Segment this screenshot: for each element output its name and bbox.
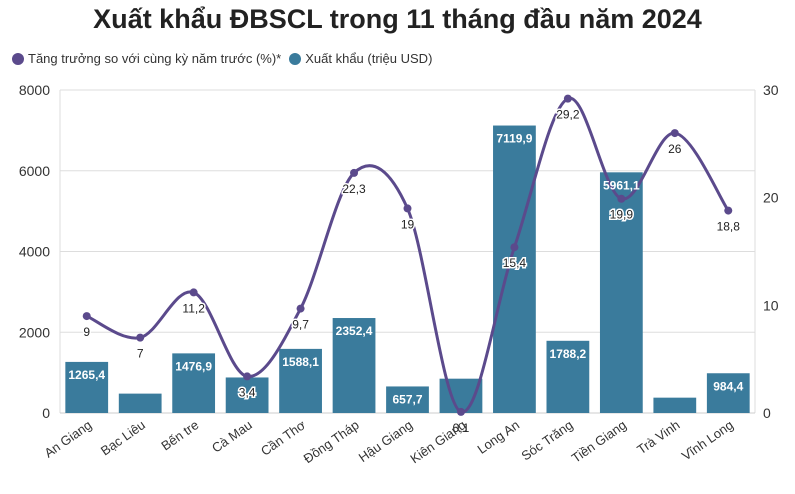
- growth-point: [296, 304, 305, 313]
- bar: [493, 125, 536, 414]
- y-right-tick-label: 30: [763, 82, 779, 98]
- x-category-label: Kiên Giang: [407, 417, 468, 466]
- growth-value-label: 9: [83, 325, 90, 339]
- x-category-label: Cà Mau: [209, 417, 255, 455]
- chart-title: Xuất khẩu ĐBSCL trong 11 tháng đầu năm 2…: [93, 4, 702, 34]
- growth-value-label: 19: [401, 217, 415, 231]
- x-category-label: An Giang: [41, 417, 94, 460]
- bar-value-label: 984,4: [713, 379, 743, 393]
- growth-value-label: 18,8: [717, 220, 741, 234]
- growth-value-label: 29,2: [556, 108, 580, 122]
- bar: [225, 377, 269, 413]
- y-right-tick-label: 20: [763, 190, 779, 206]
- y-left-tick-label: 8000: [19, 82, 50, 98]
- bar-value-label: 7119,9: [496, 132, 532, 146]
- bar: [332, 318, 376, 413]
- bar-value-label: 1265,4: [68, 368, 105, 382]
- bar: [172, 353, 216, 413]
- bar-value-label: 5961,1: [603, 178, 640, 192]
- growth-point: [136, 333, 145, 342]
- bar: [65, 361, 109, 413]
- growth-point: [670, 129, 679, 138]
- bar: [706, 373, 750, 413]
- growth-point: [82, 312, 91, 321]
- growth-value-label: 0,1: [453, 421, 470, 435]
- growth-point: [350, 168, 359, 177]
- x-category-label: Cần Thơ: [258, 417, 309, 459]
- x-category-label: Hậu Giang: [356, 417, 416, 465]
- x-category-label: Trà Vinh: [634, 417, 682, 457]
- x-category-label: Vĩnh Long: [679, 417, 736, 463]
- growth-value-label: 9,7: [292, 318, 309, 332]
- x-category-label: Tiền Giang: [569, 417, 629, 465]
- legend-label-export: Xuất khẩu (triệu USD): [305, 51, 433, 66]
- growth-value-label: 22,3: [342, 182, 366, 196]
- y-right-tick-label: 10: [763, 297, 779, 313]
- x-category-label: Đồng Tháp: [301, 417, 362, 466]
- y-left-tick-label: 6000: [19, 163, 50, 179]
- legend-item-export: Xuất khẩu (triệu USD): [289, 51, 432, 66]
- legend-swatch-export: [289, 52, 302, 65]
- legend-item-growth: Tăng trưởng so với cùng kỳ năm trước (%)…: [12, 51, 281, 66]
- growth-point: [563, 94, 572, 103]
- growth-value-label: 15,4: [503, 256, 527, 270]
- growth-value-label: 11,2: [182, 301, 205, 315]
- growth-point: [456, 407, 465, 416]
- bar: [599, 172, 643, 413]
- bar: [546, 340, 590, 413]
- x-category-label: Sóc Trăng: [518, 417, 575, 463]
- bar: [279, 348, 322, 413]
- bar: [386, 386, 429, 413]
- growth-point: [243, 372, 252, 381]
- bar: [118, 393, 162, 413]
- legend-label-growth: Tăng trưởng so với cùng kỳ năm trước (%)…: [28, 51, 282, 66]
- x-category-label: Bạc Liêu: [98, 417, 148, 458]
- y-right-tick-label: 0: [763, 405, 771, 421]
- growth-value-label: 26: [668, 142, 682, 156]
- growth-point: [510, 243, 519, 252]
- y-left-tick-label: 0: [42, 405, 50, 421]
- growth-value-label: 19,9: [610, 208, 634, 222]
- growth-point: [403, 204, 412, 213]
- bar-value-label: 1588,1: [282, 355, 319, 369]
- growth-value-label: 3,4: [239, 385, 256, 399]
- growth-point: [724, 206, 733, 215]
- bar: [653, 397, 697, 413]
- y-left-tick-label: 4000: [19, 244, 50, 260]
- x-category-label: Long An: [474, 417, 522, 457]
- growth-point: [617, 194, 626, 203]
- bar-value-label: 2352,4: [336, 324, 373, 338]
- x-category-label: Bến tre: [158, 417, 201, 453]
- growth-value-label: 7: [137, 347, 144, 361]
- bar-value-label: 1788,2: [550, 347, 587, 361]
- legend-swatch-growth: [12, 52, 24, 65]
- growth-point: [189, 288, 198, 297]
- bar-value-label: 657,7: [392, 392, 422, 406]
- bar-value-label: 1476,9: [175, 359, 212, 373]
- y-left-tick-label: 2000: [19, 324, 50, 340]
- legend: Tăng trưởng so với cùng kỳ năm trước (%)…: [12, 51, 440, 66]
